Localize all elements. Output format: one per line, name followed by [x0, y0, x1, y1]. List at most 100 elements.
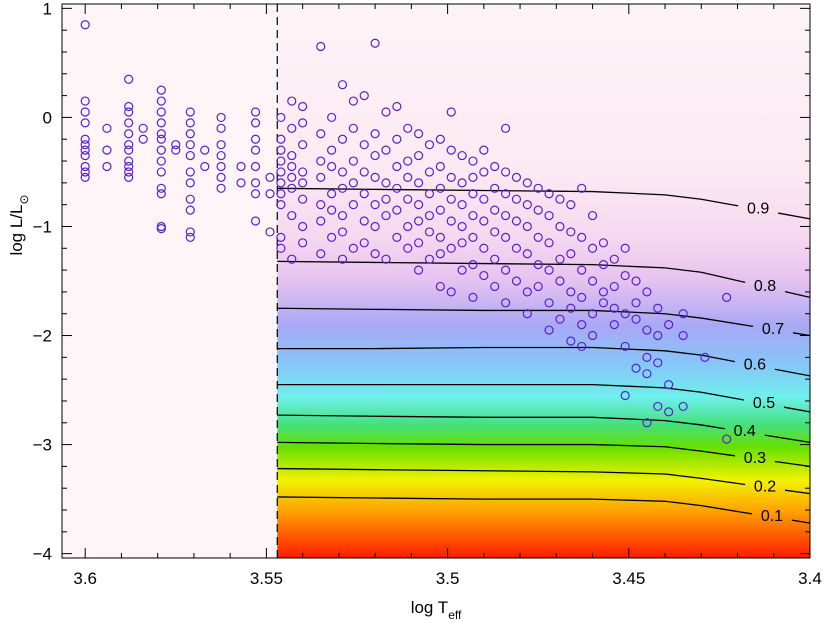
star-point [577, 265, 587, 275]
star-point [620, 341, 630, 352]
star-point [80, 20, 90, 30]
star-point [544, 238, 554, 248]
contour-line [277, 467, 811, 495]
contour-line [277, 414, 811, 444]
star-point [587, 210, 598, 221]
star-point [298, 238, 308, 248]
star-point [316, 249, 326, 259]
star-point [468, 189, 478, 199]
star-point [250, 189, 261, 199]
star-point [653, 330, 663, 341]
star-point [577, 320, 587, 330]
contour-line [277, 260, 811, 298]
star-point [216, 161, 226, 172]
star-point [435, 249, 445, 259]
star-point [403, 243, 413, 253]
star-point [577, 341, 587, 352]
star-point [678, 401, 688, 412]
star-point [700, 352, 710, 362]
star-point [185, 205, 195, 215]
star-point [500, 189, 511, 199]
contour-label: 0.7 [762, 321, 784, 338]
star-point [276, 243, 286, 253]
star-point [276, 232, 286, 242]
star-point [298, 194, 308, 204]
star-point [631, 276, 641, 286]
star-point [287, 172, 297, 182]
x-tick-label: 3.4 [798, 569, 822, 588]
star-point [265, 189, 275, 199]
contour-label: 0.6 [744, 357, 766, 374]
star-point [468, 172, 478, 182]
star-point [359, 216, 369, 226]
star-point [414, 178, 424, 188]
x-tick-label: 3.55 [250, 569, 283, 588]
star-point [124, 118, 134, 128]
star-point [216, 112, 226, 123]
star-point [185, 129, 195, 139]
star-point [265, 227, 275, 237]
star-point [80, 161, 90, 172]
star-point [124, 161, 134, 172]
star-point [424, 140, 435, 150]
star-point [276, 167, 286, 177]
star-point [653, 358, 663, 368]
star-point [337, 210, 348, 221]
contour-line [277, 187, 811, 220]
star-point [642, 287, 652, 297]
star-point [446, 172, 456, 182]
star-point [533, 183, 543, 193]
star-point [544, 325, 554, 335]
star-point [424, 189, 435, 199]
star-point [359, 140, 369, 150]
star-point [359, 91, 369, 101]
star-point [80, 107, 90, 117]
star-point [156, 85, 166, 95]
star-point [156, 134, 166, 144]
star-point [533, 232, 543, 242]
star-point [457, 178, 467, 188]
star-point [620, 243, 630, 253]
star-point [327, 232, 337, 242]
star-point [337, 254, 348, 264]
star-point [156, 96, 166, 106]
star-point [522, 309, 532, 319]
star-point [80, 145, 90, 155]
star-point [276, 145, 286, 155]
star-point [653, 303, 663, 313]
star-point [490, 227, 500, 237]
contour-line [277, 496, 811, 524]
star-point [392, 101, 402, 112]
star-point [403, 221, 413, 232]
star-point [555, 194, 565, 204]
star-point [124, 140, 134, 150]
star-point [370, 172, 380, 182]
star-point [156, 183, 166, 193]
star-point [185, 107, 195, 117]
star-point [381, 210, 391, 221]
contour-label: 0.8 [754, 278, 776, 295]
star-point [555, 254, 565, 264]
y-label-text: log L/L [7, 205, 26, 256]
star-point [327, 161, 337, 172]
star-point [316, 156, 326, 166]
star-point [522, 249, 532, 259]
star-point [124, 107, 134, 117]
star-point [250, 118, 261, 128]
star-point [533, 281, 543, 292]
star-point [424, 210, 435, 221]
star-point [479, 145, 489, 155]
star-point [276, 112, 286, 123]
y-tick-label: −4 [33, 545, 52, 564]
star-point [587, 309, 598, 319]
star-point [722, 434, 732, 444]
star-point [381, 254, 391, 264]
star-point [250, 178, 261, 188]
star-point [287, 183, 297, 193]
star-point [316, 129, 326, 139]
star-point [555, 276, 565, 286]
star-point [664, 407, 674, 417]
star-point [337, 227, 348, 237]
star-point [102, 123, 112, 133]
star-point [468, 260, 478, 270]
